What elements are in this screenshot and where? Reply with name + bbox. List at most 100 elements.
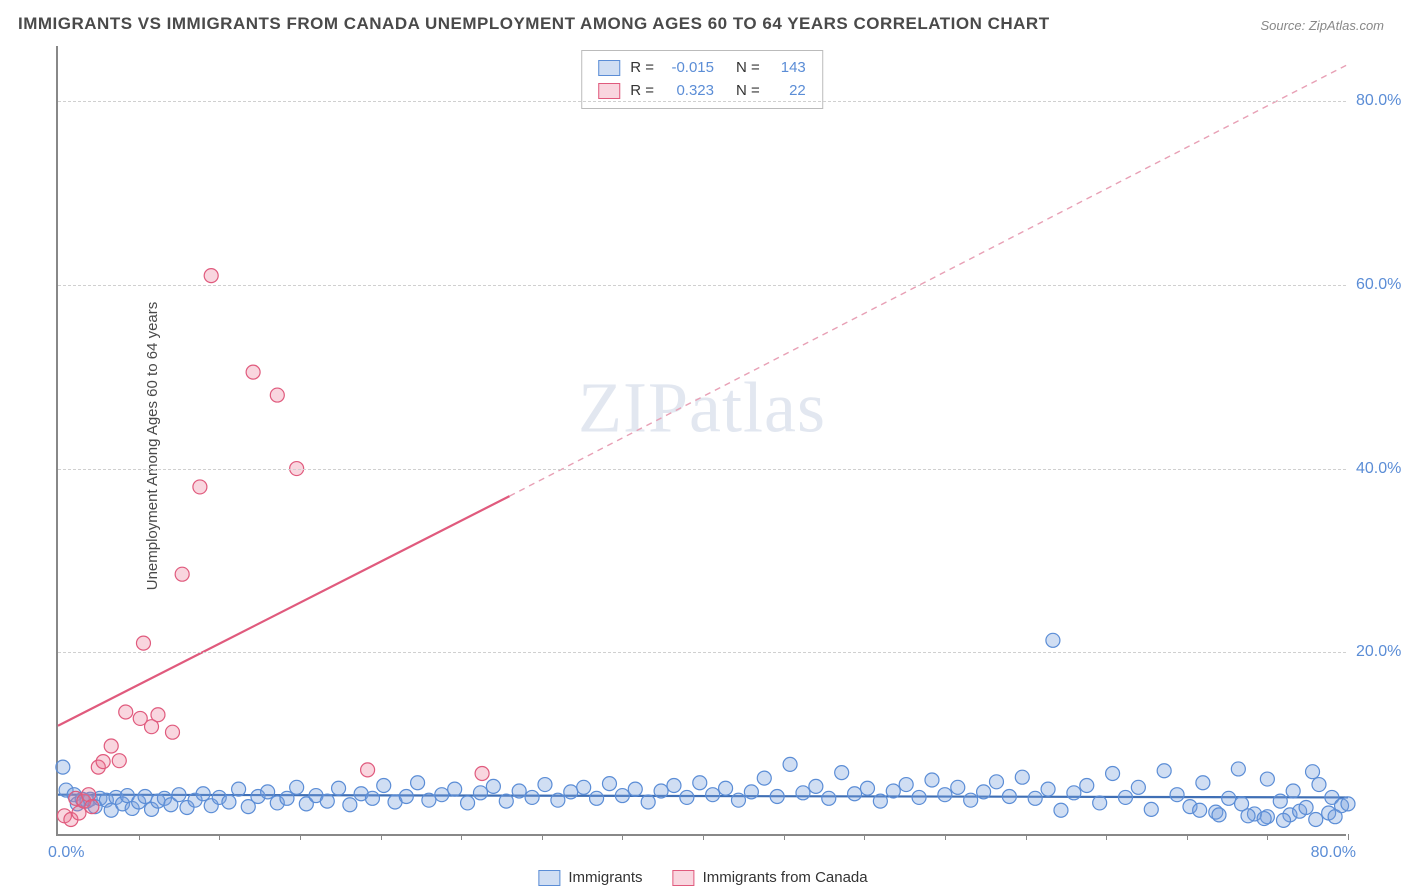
stat-n-value: 22 <box>770 80 806 103</box>
gridline-h <box>58 101 1346 102</box>
data-point <box>1157 764 1171 778</box>
data-point <box>222 795 236 809</box>
data-point <box>1309 812 1323 826</box>
legend-label: Immigrants <box>568 869 642 886</box>
trendline-solid <box>58 496 510 726</box>
data-point <box>551 793 565 807</box>
legend-item: Immigrants <box>538 869 642 886</box>
data-point <box>96 755 110 769</box>
data-point <box>654 784 668 798</box>
data-point <box>1067 786 1081 800</box>
x-tick-mark <box>622 834 623 840</box>
legend-swatch <box>538 870 560 886</box>
data-point <box>512 784 526 798</box>
data-point <box>1299 801 1313 815</box>
data-point <box>1241 809 1255 823</box>
chart-svg <box>58 46 1346 834</box>
data-point <box>1341 797 1355 811</box>
data-point <box>783 757 797 771</box>
x-tick-mark <box>1026 834 1027 840</box>
data-point <box>1093 796 1107 810</box>
data-point <box>860 781 874 795</box>
data-point <box>1170 788 1184 802</box>
data-point <box>246 365 260 379</box>
data-point <box>261 785 275 799</box>
x-tick-mark <box>542 834 543 840</box>
data-point <box>1118 790 1132 804</box>
data-point <box>270 388 284 402</box>
data-point <box>475 767 489 781</box>
x-tick-mark <box>381 834 382 840</box>
stat-r-label: R = <box>630 80 654 103</box>
data-point <box>641 795 655 809</box>
legend-label: Immigrants from Canada <box>703 869 868 886</box>
data-point <box>1106 767 1120 781</box>
data-point <box>667 778 681 792</box>
data-point <box>196 787 210 801</box>
data-point <box>615 789 629 803</box>
data-point <box>951 780 965 794</box>
data-point <box>473 786 487 800</box>
data-point <box>232 782 246 796</box>
data-point <box>486 779 500 793</box>
data-point <box>112 754 126 768</box>
data-point <box>693 776 707 790</box>
y-tick-label: 80.0% <box>1356 92 1406 110</box>
data-point <box>1046 633 1060 647</box>
data-point <box>1212 808 1226 822</box>
stats-row: R =-0.015N =143 <box>598 57 806 80</box>
data-point <box>138 790 152 804</box>
data-point <box>886 784 900 798</box>
data-point <box>193 480 207 494</box>
data-point <box>706 788 720 802</box>
data-point <box>989 775 1003 789</box>
plot-area: ZIPatlas R =-0.015N =143R =0.323N =22 0.… <box>56 46 1346 836</box>
data-point <box>411 776 425 790</box>
data-point <box>590 791 604 805</box>
data-point <box>343 798 357 812</box>
data-point <box>1260 772 1274 786</box>
y-tick-label: 40.0% <box>1356 460 1406 478</box>
data-point <box>1041 782 1055 796</box>
data-point <box>499 794 513 808</box>
data-point <box>175 567 189 581</box>
x-tick-mark <box>945 834 946 840</box>
stat-n-value: 143 <box>770 57 806 80</box>
data-point <box>1231 762 1245 776</box>
series-swatch <box>598 83 620 99</box>
data-point <box>564 785 578 799</box>
stat-n-label: N = <box>736 57 760 80</box>
data-point <box>899 778 913 792</box>
x-tick-mark <box>300 834 301 840</box>
data-point <box>602 777 616 791</box>
data-point <box>731 793 745 807</box>
data-point <box>1286 784 1300 798</box>
data-point <box>577 780 591 794</box>
data-point <box>1312 778 1326 792</box>
data-point <box>848 787 862 801</box>
data-point <box>1131 780 1145 794</box>
x-tick-end: 80.0% <box>1311 844 1356 862</box>
data-point <box>136 636 150 650</box>
data-point <box>1144 802 1158 816</box>
bottom-legend: Immigrants Immigrants from Canada <box>538 869 867 886</box>
trendline-dashed <box>510 64 1349 496</box>
stat-r-value: -0.015 <box>664 57 714 80</box>
x-tick-mark <box>784 834 785 840</box>
data-point <box>204 269 218 283</box>
y-tick-label: 60.0% <box>1356 276 1406 294</box>
data-point <box>770 790 784 804</box>
legend-item: Immigrants from Canada <box>673 869 868 886</box>
chart-title: IMMIGRANTS VS IMMIGRANTS FROM CANADA UNE… <box>18 14 1050 34</box>
data-point <box>448 782 462 796</box>
x-tick-mark <box>1348 834 1349 840</box>
data-point <box>1257 812 1271 826</box>
x-tick-origin: 0.0% <box>48 844 84 862</box>
stat-r-value: 0.323 <box>664 80 714 103</box>
data-point <box>1080 778 1094 792</box>
data-point <box>1015 770 1029 784</box>
data-point <box>422 793 436 807</box>
data-point <box>1222 791 1236 805</box>
gridline-h <box>58 652 1346 653</box>
source-attribution: Source: ZipAtlas.com <box>1260 18 1384 33</box>
